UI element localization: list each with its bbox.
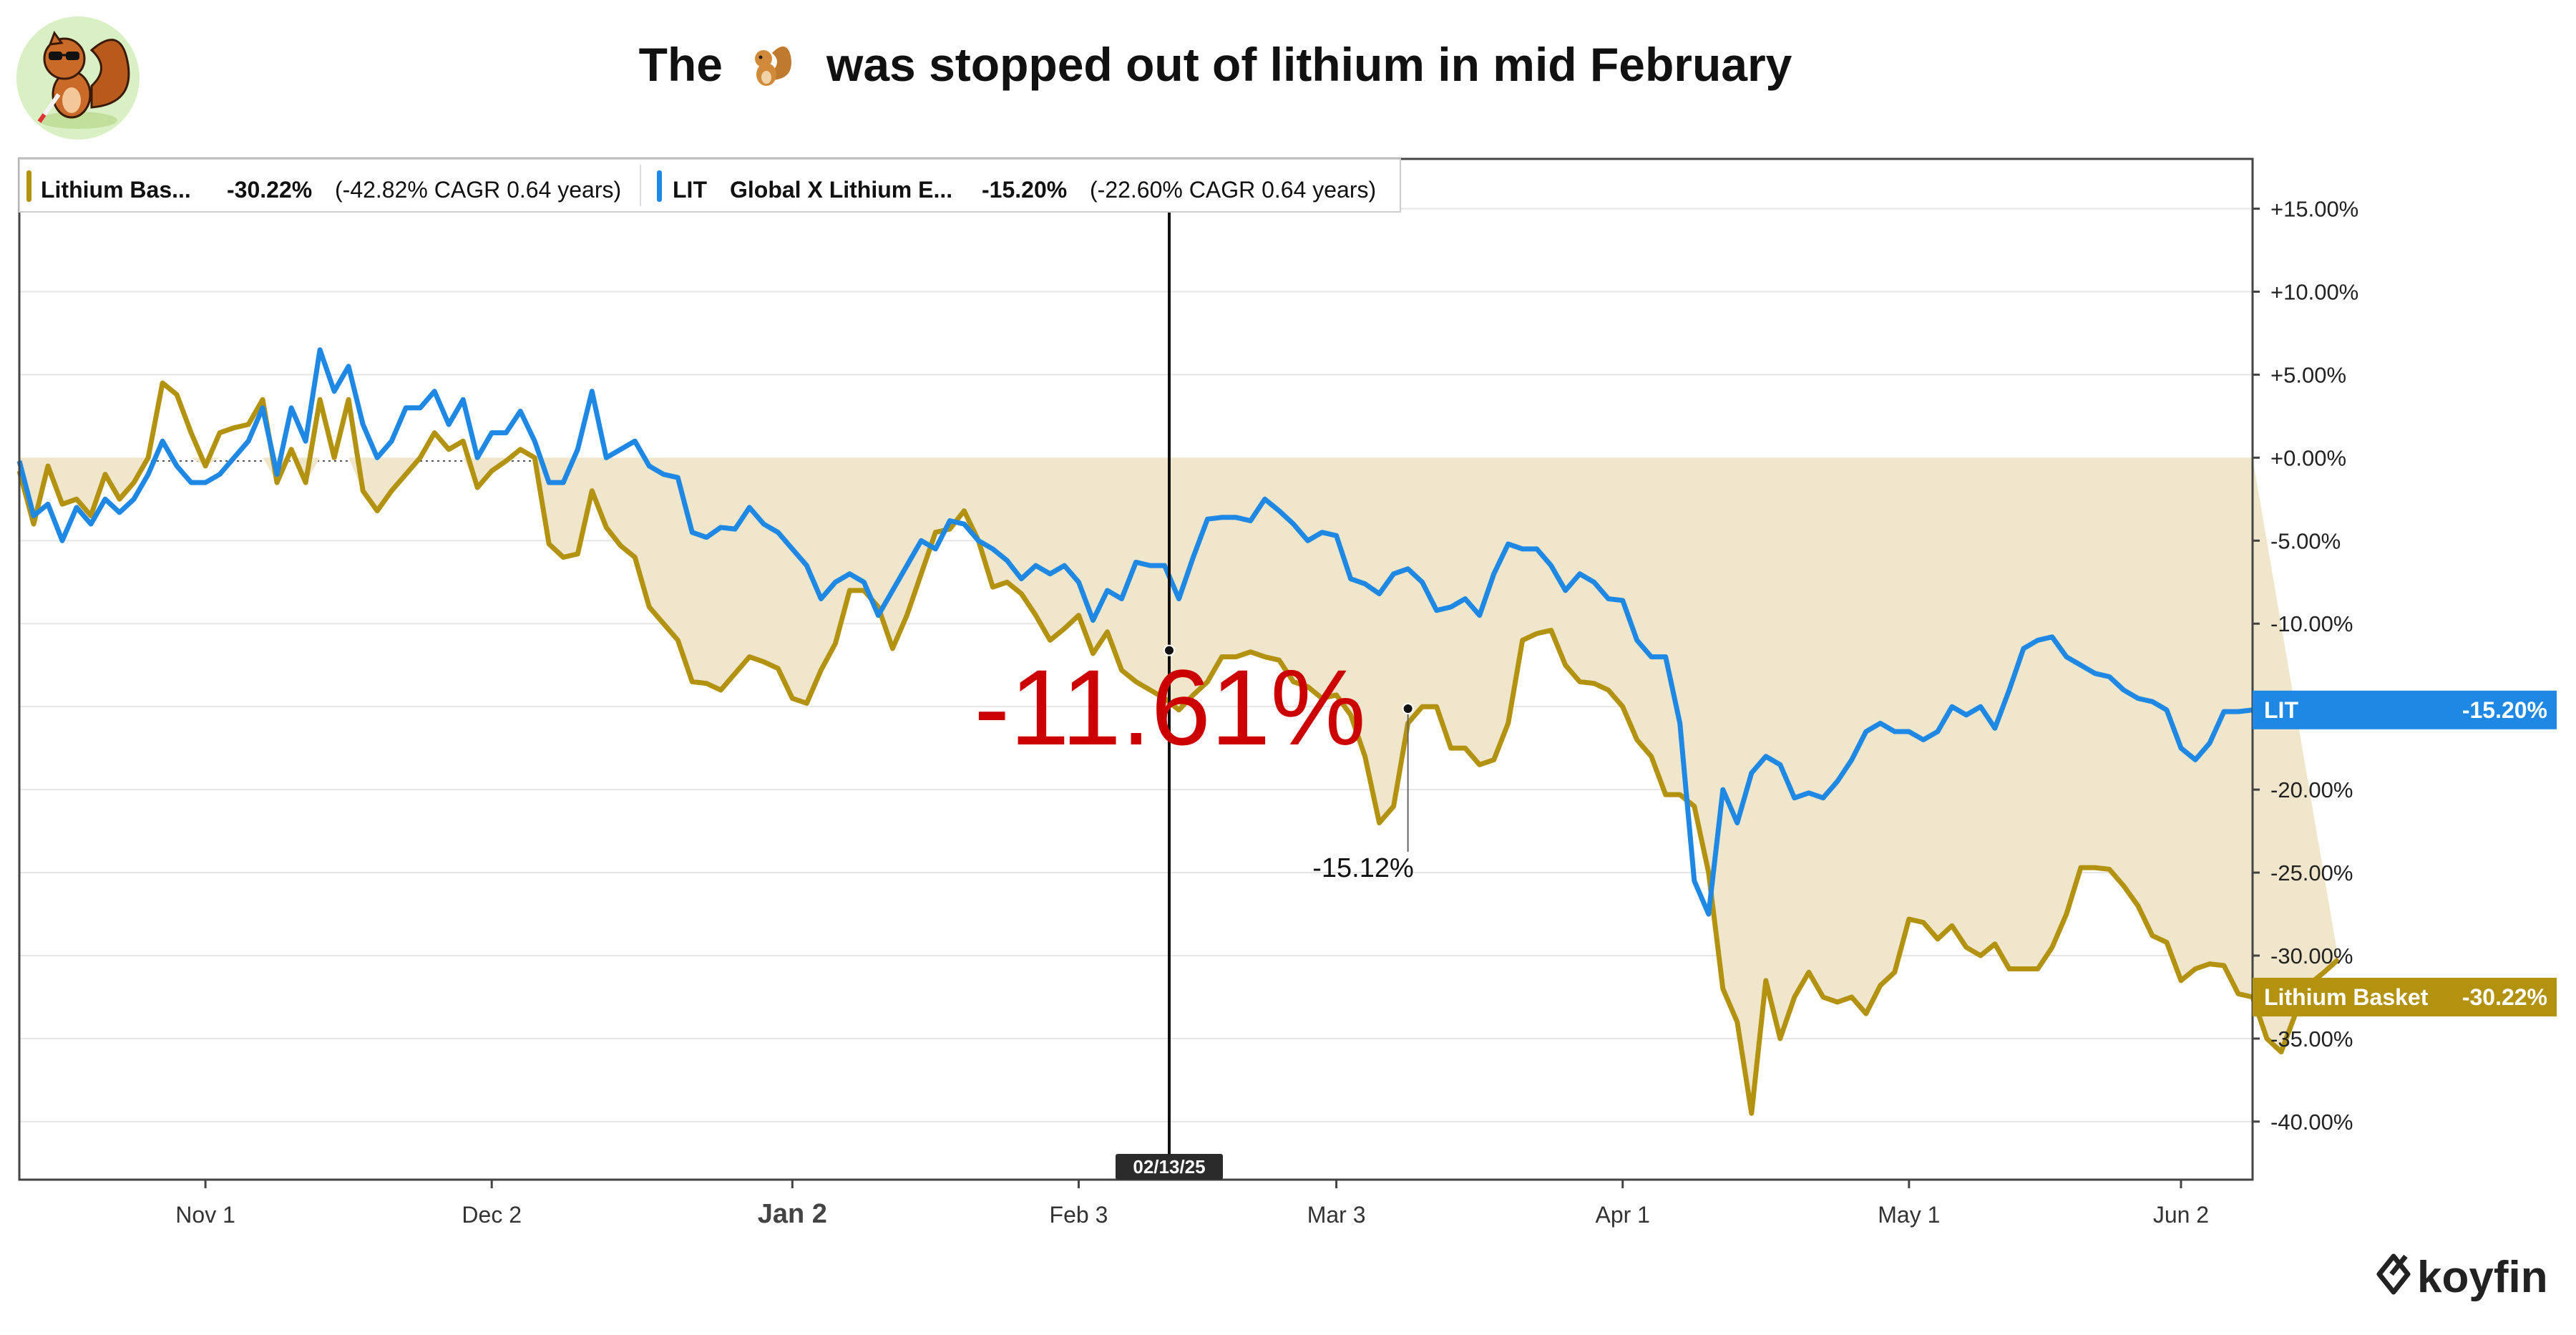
y-tick-label: -5.00% <box>2270 528 2341 553</box>
y-tick-label: -10.00% <box>2270 611 2353 636</box>
annotation-marker-point <box>1402 702 1414 714</box>
x-tick-label: Dec 2 <box>462 1202 522 1228</box>
title-suffix: was stopped out of lithium in mid Februa… <box>826 38 1792 91</box>
series-line-lithium-basket <box>16 380 2341 1116</box>
end-tag-lithium-basket-value: -30.22% <box>2462 984 2547 1010</box>
annotation-big-label: -11.61% <box>974 647 1366 767</box>
y-tick-label: +0.00% <box>2270 445 2346 470</box>
end-tag-lit-name: LIT <box>2264 697 2298 723</box>
crosshair-date-label: 02/13/25 <box>1133 1156 1205 1178</box>
title-prefix: The <box>639 38 723 91</box>
y-tick-label: -20.00% <box>2270 777 2353 802</box>
y-tick-label: +10.00% <box>2270 279 2358 304</box>
x-tick-label: Nov 1 <box>175 1202 235 1228</box>
squirrel-emoji-icon <box>755 46 791 86</box>
end-tag-lithium-basket-box <box>2253 977 2557 1016</box>
legend-value-lit: -15.20% <box>982 177 1067 203</box>
end-tag-lithium-basket: Lithium Basket -30.22% <box>2253 977 2557 1016</box>
legend: Lithium Bas... -30.22% (-42.82% CAGR 0.6… <box>19 158 1401 213</box>
y-tick-label: +15.00% <box>2270 197 2358 222</box>
x-tick-label: Jan 2 <box>758 1199 827 1229</box>
koyfin-logo-icon <box>2376 1253 2411 1295</box>
fill-between-series <box>19 457 2338 1114</box>
x-tick-label: Apr 1 <box>1595 1202 1649 1228</box>
y-tick-label: +5.00% <box>2270 362 2346 387</box>
avatar <box>16 16 140 140</box>
y-tick-label: -40.00% <box>2270 1110 2353 1135</box>
x-tick-label: May 1 <box>1878 1202 1940 1228</box>
legend-cagr-lithium-basket: (-42.82% CAGR 0.64 years) <box>335 177 621 203</box>
end-tag-lit-box <box>2253 690 2557 729</box>
legend-box <box>19 158 1401 213</box>
legend-name-lithium-basket: Lithium Bas... <box>41 177 191 203</box>
legend-name-lit: Global X Lithium E... <box>730 177 952 203</box>
end-tag-lithium-basket-name: Lithium Basket <box>2264 984 2429 1010</box>
legend-value-lithium-basket: -30.22% <box>227 177 312 203</box>
legend-cagr-lit: (-22.60% CAGR 0.64 years) <box>1090 177 1376 203</box>
annotation-marker-crosshair <box>1163 644 1175 656</box>
annotation-small-label: -15.12% <box>1312 853 1414 883</box>
series-line-lit <box>16 347 2253 917</box>
x-axis: Nov 1 Dec 2 Jan 2 Feb 3 Mar 3 Apr 1 May 1 Jun 2 <box>175 1180 2209 1229</box>
end-tag-lit: LIT -15.20% <box>2253 690 2557 729</box>
legend-swatch-lit <box>657 170 662 202</box>
x-tick-label: Mar 3 <box>1307 1202 1366 1228</box>
legend-swatch-lithium-basket <box>26 170 31 202</box>
y-axis: +15.00% +10.00% +5.00% +0.00% -5.00% -10.00% -… <box>2253 197 2358 1135</box>
end-tag-lit-value: -15.20% <box>2462 697 2547 723</box>
crosshair-date-badge <box>1116 1154 1223 1180</box>
y-tick-label: -30.00% <box>2270 943 2353 969</box>
x-tick-label: Feb 3 <box>1050 1202 1108 1228</box>
brand-name: koyfin <box>2417 1253 2548 1302</box>
legend-symbol-lit: LIT <box>673 177 707 203</box>
x-tick-label: Jun 2 <box>2153 1202 2209 1228</box>
y-tick-label: -35.00% <box>2270 1026 2353 1052</box>
y-tick-label: -25.00% <box>2270 860 2353 885</box>
